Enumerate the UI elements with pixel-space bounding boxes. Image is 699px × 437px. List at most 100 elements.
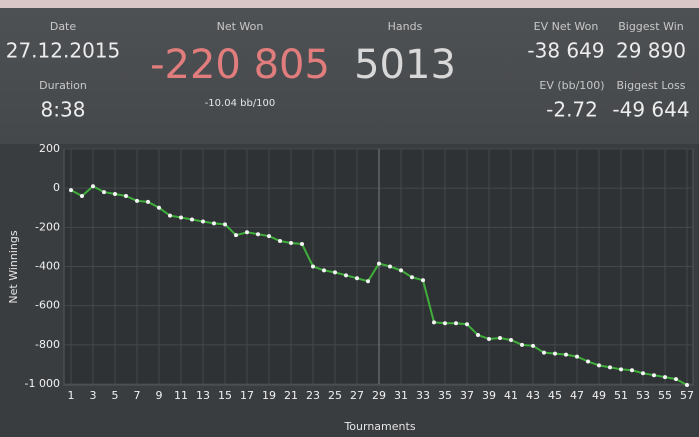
- x-tick-label: 41: [504, 389, 518, 402]
- x-tick-label: 11: [174, 389, 188, 402]
- data-point: [564, 352, 568, 357]
- x-tick-label: 5: [112, 389, 119, 402]
- x-tick-label: 35: [438, 389, 452, 402]
- data-point: [465, 322, 469, 327]
- data-point: [542, 350, 546, 355]
- data-point: [520, 342, 524, 347]
- stat-value: 8:38: [41, 98, 86, 122]
- y-tick-label: 0: [53, 181, 60, 194]
- top-strip: [0, 0, 699, 8]
- data-point: [168, 213, 172, 218]
- data-point: [366, 279, 370, 284]
- data-point: [399, 268, 403, 273]
- stat-label: Biggest Win: [618, 20, 684, 33]
- data-point: [91, 184, 95, 189]
- stat-value: -220 805: [150, 42, 330, 88]
- data-point: [597, 363, 601, 368]
- data-point: [685, 382, 689, 387]
- stat-value: -2.72: [546, 98, 598, 122]
- data-point: [146, 199, 150, 204]
- data-point: [443, 321, 447, 326]
- x-tick-label: 15: [218, 389, 232, 402]
- stat-value: 27.12.2015: [6, 39, 121, 63]
- stat-label: Net Won: [217, 20, 264, 33]
- x-tick-label: 27: [350, 389, 364, 402]
- stat-value: 29 890: [616, 39, 686, 63]
- data-point: [267, 234, 271, 239]
- x-tick-label: 33: [416, 389, 430, 402]
- data-point: [234, 233, 238, 238]
- y-tick-label: -600: [35, 299, 60, 312]
- x-tick-label: 9: [156, 389, 163, 402]
- stat-label: Hands: [388, 20, 423, 33]
- data-point: [498, 335, 502, 340]
- data-point: [531, 343, 535, 348]
- data-point: [355, 276, 359, 281]
- data-point: [179, 215, 183, 220]
- x-tick-label: 37: [460, 389, 474, 402]
- data-point: [113, 192, 117, 197]
- x-tick-label: 51: [614, 389, 628, 402]
- data-point: [641, 371, 645, 376]
- x-tick-label: 21: [284, 389, 298, 402]
- data-point: [421, 278, 425, 283]
- data-point: [674, 377, 678, 382]
- data-point: [410, 275, 414, 280]
- data-point: [454, 321, 458, 326]
- x-tick-label: 19: [262, 389, 276, 402]
- data-point: [663, 375, 667, 380]
- x-tick-label: 43: [526, 389, 540, 402]
- data-point: [630, 368, 634, 373]
- data-point: [487, 336, 491, 341]
- data-point: [377, 261, 381, 266]
- stat-value: 5013: [354, 42, 456, 88]
- data-point: [300, 241, 304, 246]
- y-tick-label: 200: [39, 142, 60, 155]
- data-point: [388, 264, 392, 269]
- header-panel: [0, 8, 699, 144]
- x-tick-label: 55: [658, 389, 672, 402]
- data-point: [102, 190, 106, 195]
- x-tick-label: 47: [570, 389, 584, 402]
- data-point: [201, 219, 205, 224]
- data-point: [652, 373, 656, 378]
- data-point: [311, 264, 315, 269]
- y-tick-label: -400: [35, 260, 60, 273]
- y-tick-label: -800: [35, 338, 60, 351]
- x-tick-label: 3: [90, 389, 97, 402]
- data-point: [223, 222, 227, 227]
- x-tick-label: 57: [680, 389, 694, 402]
- stat-label: Biggest Loss: [616, 79, 685, 92]
- x-axis-title: Tournaments: [343, 420, 415, 433]
- x-tick-label: 31: [394, 389, 408, 402]
- x-tick-label: 1: [68, 389, 75, 402]
- stat-value: -49 644: [612, 98, 689, 122]
- stat-label: EV Net Won: [534, 20, 599, 33]
- stat-sub: -10.04 bb/100: [205, 98, 276, 109]
- stat-label: EV (bb/100): [539, 79, 604, 92]
- data-point: [344, 273, 348, 278]
- data-point: [575, 354, 579, 359]
- data-point: [69, 188, 73, 193]
- data-point: [509, 337, 513, 342]
- data-point: [322, 268, 326, 273]
- y-tick-label: -1 000: [25, 377, 60, 390]
- data-point: [157, 205, 161, 210]
- data-point: [553, 351, 557, 356]
- data-point: [80, 194, 84, 198]
- x-tick-label: 45: [548, 389, 562, 402]
- x-tick-label: 13: [196, 389, 210, 402]
- x-tick-label: 17: [240, 389, 254, 402]
- y-tick-label: -200: [35, 220, 60, 233]
- data-point: [135, 198, 139, 203]
- data-point: [289, 241, 293, 245]
- data-point: [278, 239, 282, 244]
- stat-value: -38 649: [527, 39, 604, 63]
- data-point: [124, 194, 128, 198]
- x-tick-label: 29: [372, 389, 386, 402]
- x-tick-label: 25: [328, 389, 342, 402]
- stat-label: Date: [50, 20, 77, 33]
- data-point: [432, 320, 436, 325]
- x-tick-label: 39: [482, 389, 496, 402]
